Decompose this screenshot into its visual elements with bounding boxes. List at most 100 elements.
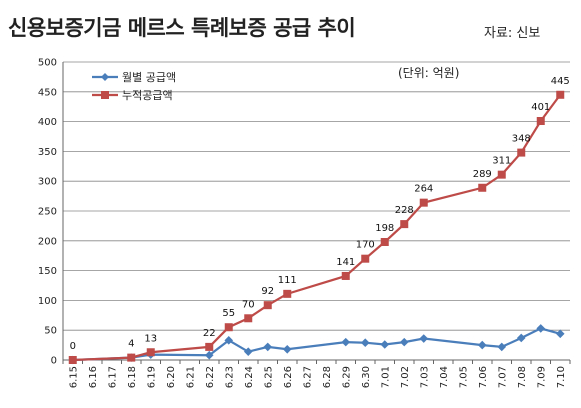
x-tick-label: 7.01 — [380, 366, 391, 388]
point-marker — [536, 324, 546, 333]
x-tick-label: 6.29 — [341, 366, 352, 388]
x-tick-label: 6.21 — [185, 366, 196, 388]
data-label: 55 — [222, 308, 235, 319]
x-tick-label: 6.15 — [68, 366, 79, 388]
point-marker — [497, 170, 506, 179]
x-tick-label: 6.28 — [322, 366, 333, 388]
x-tick-label: 7.10 — [556, 366, 567, 388]
data-label: 111 — [278, 275, 297, 286]
x-tick-label: 6.27 — [302, 366, 313, 388]
unit-label: (단위: 억원) — [398, 66, 459, 80]
data-label: 311 — [492, 156, 511, 167]
point-marker — [380, 340, 390, 349]
y-tick-label: 250 — [38, 207, 57, 218]
x-tick-label: 7.07 — [497, 366, 508, 388]
point-marker — [478, 183, 487, 192]
point-marker — [146, 348, 155, 357]
x-tick-label: 7.09 — [536, 366, 547, 388]
series-line-1 — [72, 327, 561, 362]
point-marker — [244, 314, 253, 323]
x-tick-label: 6.22 — [205, 366, 216, 388]
data-label: 92 — [261, 286, 274, 297]
point-marker — [380, 237, 389, 246]
y-tick-labels: 0 50 100 150 200 250 300 350 400 450 500 — [38, 58, 57, 367]
data-label: 289 — [473, 169, 492, 180]
point-marker — [517, 148, 526, 157]
data-label: 445 — [551, 76, 570, 87]
y-tick-label: 300 — [38, 177, 57, 188]
point-marker — [127, 353, 136, 362]
data-label: 141 — [336, 257, 355, 268]
data-label: 13 — [144, 333, 157, 344]
series-lines — [68, 90, 565, 365]
point-marker — [263, 301, 272, 310]
y-tick-label: 150 — [38, 266, 57, 277]
data-label: 22 — [203, 328, 216, 339]
data-label: 228 — [395, 205, 414, 216]
y-tick-label: 400 — [38, 117, 57, 128]
legend-marker — [101, 73, 109, 81]
y-tick-label: 200 — [38, 236, 57, 247]
point-marker — [555, 329, 565, 339]
data-label: 264 — [414, 184, 433, 195]
axes — [62, 62, 571, 364]
x-tick-labels: 6.15 6.16 6.17 6.18 6.19 6.20 6.21 6.22 6.23 6.24… — [68, 366, 567, 388]
point-marker — [400, 220, 409, 229]
data-label: 170 — [356, 240, 375, 251]
point-marker — [341, 271, 350, 280]
y-tick-label: 50 — [44, 326, 57, 337]
x-tick-label: 6.19 — [146, 366, 157, 388]
x-tick-label: 7.02 — [400, 366, 411, 388]
x-tick-label: 6.26 — [283, 366, 294, 388]
point-marker — [224, 336, 234, 345]
point-marker — [361, 254, 370, 263]
x-tick-label: 7.08 — [517, 366, 528, 388]
point-marker — [282, 344, 292, 354]
x-tick-label: 6.23 — [224, 366, 235, 388]
point-marker — [263, 342, 273, 352]
point-marker — [477, 340, 487, 350]
point-marker — [556, 90, 565, 99]
data-label: 198 — [375, 223, 394, 234]
x-tick-label: 6.16 — [88, 366, 99, 388]
y-tick-label: 350 — [38, 147, 57, 158]
legend-marker — [101, 91, 109, 99]
point-marker — [68, 356, 77, 364]
y-tick-label: 500 — [38, 58, 57, 69]
series-line-2 — [72, 94, 562, 362]
point-marker — [205, 342, 214, 351]
point-marker — [360, 338, 370, 348]
data-label: 70 — [242, 299, 255, 310]
point-marker — [204, 350, 214, 360]
point-marker — [243, 347, 253, 356]
point-marker — [224, 323, 233, 332]
grid-lines — [63, 61, 570, 331]
source-note: 자료: 신보 — [484, 26, 541, 41]
point-marker — [419, 334, 429, 343]
x-tick-label: 7.05 — [458, 366, 469, 388]
point-marker — [536, 117, 545, 126]
x-tick-label: 6.18 — [127, 366, 138, 388]
point-marker — [516, 333, 526, 343]
x-tick-label: 7.04 — [439, 366, 450, 388]
point-marker — [283, 289, 292, 298]
chart-title: 신용보증기금 메르스 특례보증 공급 추이 — [8, 16, 356, 40]
point-marker — [399, 337, 409, 347]
y-tick-label: 0 — [51, 356, 57, 367]
legend-label: 누적공급액 — [122, 89, 173, 102]
x-tick-label: 7.06 — [478, 366, 489, 388]
x-tick-label: 6.20 — [166, 366, 177, 388]
point-marker — [419, 198, 428, 207]
data-label: 348 — [512, 134, 531, 145]
data-label: 401 — [531, 102, 550, 113]
data-label: 0 — [70, 341, 76, 352]
x-tick-label: 6.24 — [244, 366, 255, 388]
y-tick-label: 450 — [38, 87, 57, 98]
point-marker — [341, 337, 351, 347]
x-tick-label: 6.25 — [263, 366, 274, 388]
y-tick-label: 100 — [38, 296, 57, 307]
data-label: 4 — [128, 339, 134, 350]
